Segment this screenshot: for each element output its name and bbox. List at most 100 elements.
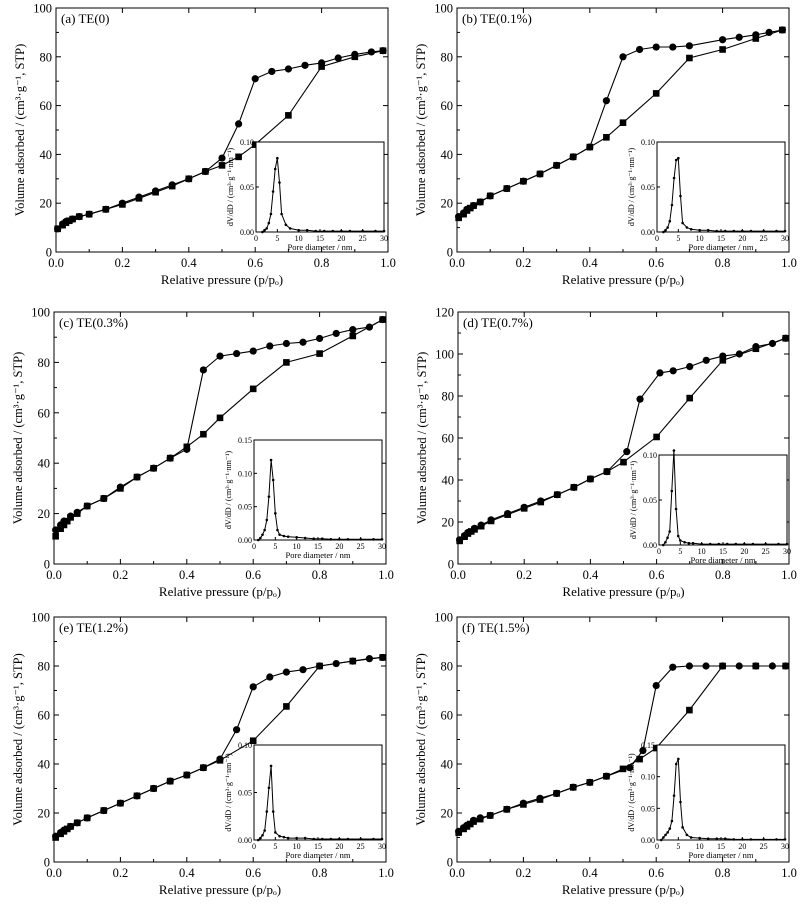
pore-size-point — [267, 495, 271, 498]
pore-size-point — [274, 512, 277, 515]
desorption-point — [150, 784, 158, 793]
desorption-point — [455, 213, 463, 221]
desorption-point — [379, 47, 387, 55]
x-axis-label: Relative pressure (p/pₒ) — [562, 272, 684, 287]
pore-size-point — [263, 528, 266, 532]
x-tick-label: 0.8 — [314, 256, 330, 270]
pore-size-point — [764, 542, 767, 546]
pore-size-point — [662, 836, 665, 839]
adsorption-point — [235, 153, 242, 161]
y-tick-label: 100 — [31, 306, 50, 320]
desorption-point — [519, 799, 528, 807]
x-tick-label: 0.8 — [715, 866, 731, 880]
desorption-point — [67, 822, 75, 831]
desorption-point — [470, 524, 479, 532]
desorption-point — [626, 764, 634, 772]
pore-size-point — [706, 837, 710, 841]
pore-size-point — [676, 534, 680, 538]
desorption-point — [73, 508, 81, 516]
y-tick-label: 100 — [434, 611, 453, 625]
adsorption-point — [653, 433, 660, 441]
pore-size-point — [359, 538, 362, 541]
desorption-point — [719, 36, 727, 44]
desorption-point — [586, 778, 594, 786]
pore-size-point — [329, 538, 333, 541]
desorption-point — [569, 783, 577, 791]
panel-label: (e) TE(1.2%) — [59, 620, 128, 635]
inset-y-tick-label: 0.05 — [641, 183, 655, 192]
desorption-point — [100, 806, 108, 815]
pore-size-point — [374, 229, 377, 233]
x-tick-label: 1.0 — [380, 256, 396, 270]
inset-x-tick-label: 15 — [314, 542, 322, 551]
pore-size-point — [267, 221, 271, 225]
desorption-point — [656, 369, 664, 377]
pore-size-point — [271, 810, 275, 813]
y-tick-label: 100 — [31, 611, 50, 625]
y-axis-label: Volume adsorbed / (cm³·g⁻¹, STP) — [11, 352, 25, 525]
desorption-point — [233, 726, 241, 734]
desorption-point — [316, 662, 324, 670]
adsorption-point — [200, 430, 207, 438]
inset-x-tick-label: 5 — [275, 234, 279, 243]
desorption-point — [553, 491, 561, 499]
inset-y-tick-label: 0.00 — [643, 541, 657, 550]
adsorption-point — [251, 141, 259, 148]
pore-size-point — [681, 221, 684, 225]
adsorption-point — [57, 525, 64, 533]
x-tick-label: 0.0 — [48, 256, 64, 270]
y-tick-label: 20 — [38, 507, 51, 521]
inset-x-tick-label: 20 — [738, 234, 746, 243]
inset-y-tick-label: 0.05 — [641, 804, 655, 813]
y-tick-label: 80 — [442, 390, 455, 404]
pore-size-point — [672, 794, 676, 797]
y-tick-label: 100 — [33, 2, 52, 16]
pore-size-point — [282, 534, 286, 538]
desorption-point — [318, 59, 326, 67]
desorption-point — [487, 516, 495, 524]
pore-size-point — [320, 837, 324, 841]
desorption-point — [152, 187, 160, 195]
adsorption-point — [52, 532, 59, 540]
pore-size-point — [674, 762, 678, 766]
desorption-point — [251, 75, 259, 83]
y-tick-label: 0 — [46, 246, 52, 260]
pore-size-line — [257, 765, 382, 841]
desorption-point — [623, 448, 631, 456]
pore-size-inset: 0 5 10 15 20 25 30 0.00 0.05 0.10 Pore diameter / … — [629, 449, 791, 565]
adsorption-point — [619, 119, 627, 126]
pore-size-point — [783, 838, 787, 841]
pore-size-point — [698, 836, 701, 840]
desorption-point — [470, 816, 478, 824]
desorption-point — [185, 175, 193, 183]
pore-size-point — [338, 837, 341, 841]
desorption-point — [199, 366, 207, 374]
pore-size-point — [674, 158, 678, 162]
pore-size-point — [276, 156, 279, 160]
panel-label: (a) TE(0) — [61, 11, 109, 26]
inset-x-tick-label: 5 — [678, 547, 682, 556]
x-tick-label: 0.8 — [715, 568, 731, 582]
desorption-point — [570, 483, 578, 491]
x-tick-label: 0.4 — [583, 568, 599, 582]
inset-y-tick-label: 0.05 — [238, 503, 252, 512]
desorption-point — [233, 349, 241, 358]
inset-y-tick-label: 0.00 — [238, 836, 252, 845]
adsorption-point — [652, 744, 660, 752]
pore-size-point — [777, 542, 780, 546]
x-tick-label: 0.8 — [715, 256, 731, 270]
x-tick-label: 0.6 — [648, 256, 664, 270]
pore-size-point — [261, 230, 264, 234]
desorption-point — [116, 483, 124, 491]
desorption-point — [83, 814, 91, 822]
desorption-point — [57, 829, 65, 837]
pore-size-point — [723, 229, 727, 233]
adsorption-point — [285, 112, 292, 119]
y-tick-label: 40 — [40, 148, 53, 162]
desorption-point — [52, 832, 60, 840]
adsorption-point — [686, 54, 693, 62]
desorption-point — [218, 154, 226, 162]
pore-size-point — [677, 757, 680, 761]
